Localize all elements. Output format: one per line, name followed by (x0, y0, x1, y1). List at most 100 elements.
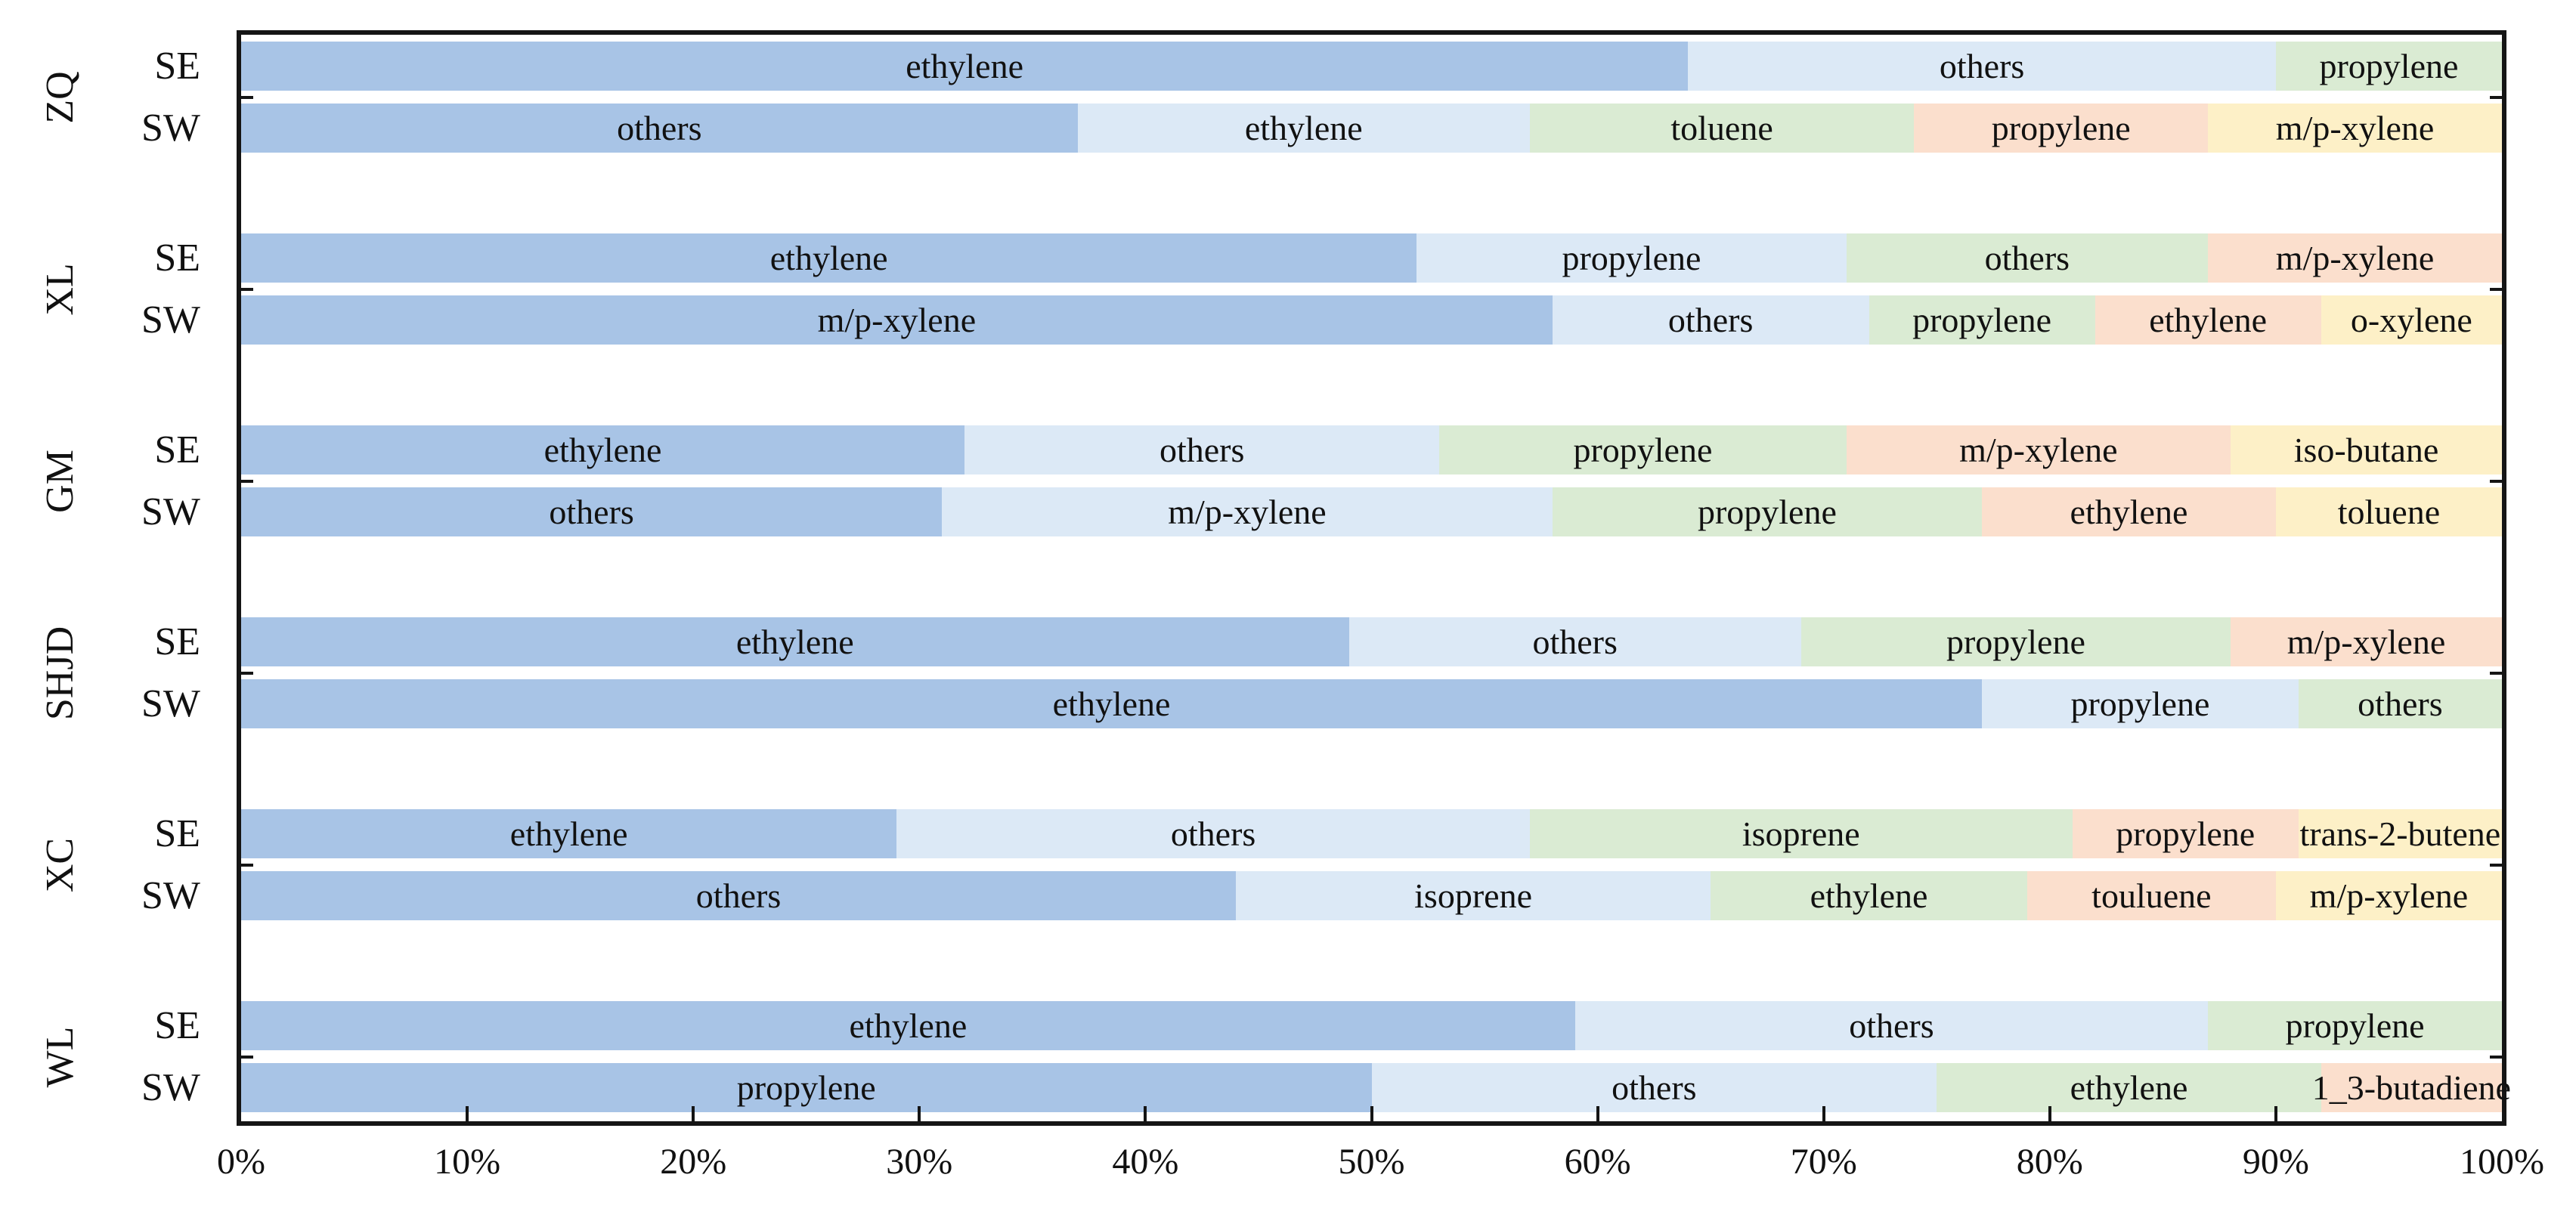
segment-label: ethylene (1810, 876, 1928, 915)
segment-label: propylene (1697, 492, 1837, 531)
bar-segment-ethylene: ethylene (241, 679, 1983, 728)
x-axis-tick (2048, 1106, 2051, 1121)
segment-label: m/p-xylene (2275, 238, 2435, 277)
segment-label: others (1939, 46, 2025, 85)
bar-label-XL-SW: SW (141, 298, 200, 342)
bar-XC-SW: others isoprene ethylene touluene m/p-xylene (241, 871, 2502, 920)
bar-segment-ethylene: ethylene (241, 42, 1689, 91)
segment-label: ethylene (906, 46, 1024, 85)
bar-GM-SW: others m/p-xylene propylene ethylene toluene (241, 487, 2502, 536)
bar-ZQ-SW: others ethylene toluene propylene m/p-xylene (241, 104, 2502, 153)
bar-label-GM-SE: SE (154, 428, 200, 471)
segment-label: m/p-xylene (2309, 876, 2469, 915)
y-axis-tick (241, 287, 253, 291)
segment-label: others (1159, 430, 1245, 469)
group-label-xl: XL (39, 262, 82, 316)
y-axis-tick (241, 479, 253, 483)
x-axis-tick (1144, 1106, 1147, 1121)
x-axis-tick-label: 60% (1564, 1142, 1631, 1182)
segment-label: others (1170, 814, 1256, 853)
bar-segment-others: others (1688, 42, 2276, 91)
bar-segment-others: others (1574, 1001, 2209, 1050)
x-axis-tick-label: 70% (1790, 1142, 1857, 1182)
segment-label: propylene (1562, 238, 1701, 277)
bar-segment-toluene: toluene (2275, 487, 2502, 536)
bar-XC-SE: ethylene others isoprene propylene trans-2-b… (241, 809, 2502, 858)
y-axis-tick (2490, 671, 2502, 675)
segment-label: iso-butane (2293, 430, 2439, 469)
bar-segment-ethylene: ethylene (241, 809, 897, 858)
y-axis-tick (241, 863, 253, 867)
bar-segment-propylene: propylene (2208, 1001, 2502, 1050)
segment-label: o-xylene (2350, 300, 2472, 339)
bar-segment-propylene: propylene (1552, 487, 1983, 536)
bar-segment-ethylene: ethylene (1077, 104, 1530, 153)
x-axis-tick (2274, 1106, 2277, 1121)
bar-segment-others: others (2298, 679, 2502, 728)
group-label-gm: GM (39, 449, 82, 513)
bar-segment-ethylene: ethylene (2095, 295, 2321, 345)
bar-segment-m-p-xylene: m/p-xylene (2208, 233, 2502, 283)
bar-label-ZQ-SE: SE (154, 45, 200, 88)
segment-label: toluene (2337, 492, 2441, 531)
segment-label: ethylene (2070, 492, 2188, 531)
plot-area: ethylene others propylene others ethylene tol… (237, 30, 2511, 1126)
segment-label: m/p-xylene (817, 300, 977, 339)
x-axis-tick (466, 1106, 469, 1121)
bar-segment-1-3-butadiene: 1_3-butadiene (2312, 1063, 2511, 1112)
bar-segment-propylene: propylene (1439, 425, 1847, 474)
segment-label: toluene (1670, 108, 1773, 147)
group-label-xc: XC (39, 837, 82, 892)
bar-segment-others: others (241, 104, 1078, 153)
bar-segment-m-p-xylene: m/p-xylene (2208, 104, 2502, 153)
segment-label: 1_3-butadiene (2311, 1068, 2511, 1107)
segment-label: ethylene (769, 238, 888, 277)
bar-segment-m-p-xylene: m/p-xylene (1846, 425, 2231, 474)
bar-segment-toluene: toluene (1529, 104, 1915, 153)
group-label-wl: WL (39, 1026, 82, 1087)
bar-segment-others: others (1552, 295, 1869, 345)
bar-segment-others: others (1371, 1063, 1937, 1112)
x-axis-tick-label: 40% (1112, 1142, 1179, 1182)
bar-segment-m-p-xylene: m/p-xylene (2231, 617, 2502, 666)
bar-segment-propylene: propylene (1800, 617, 2231, 666)
segment-label: ethylene (1244, 108, 1363, 147)
bar-label-WL-SE: SE (154, 1004, 200, 1047)
bar-XL-SW: m/p-xylene others propylene ethylene o-xylen… (241, 295, 2502, 345)
group-label-shjd: SHJD (39, 626, 82, 720)
segment-label: others (1532, 622, 1618, 661)
x-axis-tick (918, 1106, 921, 1121)
x-axis-tick (692, 1106, 695, 1121)
segment-label: propylene (736, 1068, 876, 1107)
segment-label: ethylene (849, 1006, 968, 1045)
bar-segment-propylene: propylene (1914, 104, 2209, 153)
bar-segment-m-p-xylene: m/p-xylene (942, 487, 1553, 536)
bar-segment-others: others (964, 425, 1440, 474)
bar-segment-ethylene: ethylene (241, 425, 965, 474)
bar-segment-others: others (896, 809, 1530, 858)
y-axis-tick (2490, 479, 2502, 483)
segment-label: propylene (2319, 46, 2459, 85)
bar-XL-SE: ethylene propylene others m/p-xylene (241, 233, 2502, 283)
segment-label: isoprene (1414, 876, 1532, 915)
segment-label: isoprene (1742, 814, 1860, 853)
y-axis-tick (2490, 863, 2502, 867)
bar-ZQ-SE: ethylene others propylene (241, 42, 2502, 91)
bar-segment-isoprene: isoprene (1236, 871, 1711, 920)
segment-label: propylene (1573, 430, 1713, 469)
bar-segment-propylene: propylene (2072, 809, 2299, 858)
bar-segment-ethylene: ethylene (241, 617, 1349, 666)
bar-segment-others: others (1846, 233, 2209, 283)
bar-segment-propylene: propylene (241, 1063, 1372, 1112)
bar-segment-ethylene: ethylene (1982, 487, 2276, 536)
y-axis-tick (241, 1055, 253, 1059)
bar-label-SHJD-SW: SW (141, 682, 200, 725)
segment-label: others (1667, 300, 1754, 339)
bar-segment-isoprene: isoprene (1529, 809, 2073, 858)
bar-segment-touluene: touluene (2026, 871, 2276, 920)
x-axis-tick (1370, 1106, 1373, 1121)
x-axis-tick-label: 100% (2460, 1142, 2544, 1182)
bar-segment-m-p-xylene: m/p-xylene (241, 295, 1553, 345)
x-axis-tick (1822, 1106, 1825, 1121)
bar-segment-ethylene: ethylene (1711, 871, 2027, 920)
